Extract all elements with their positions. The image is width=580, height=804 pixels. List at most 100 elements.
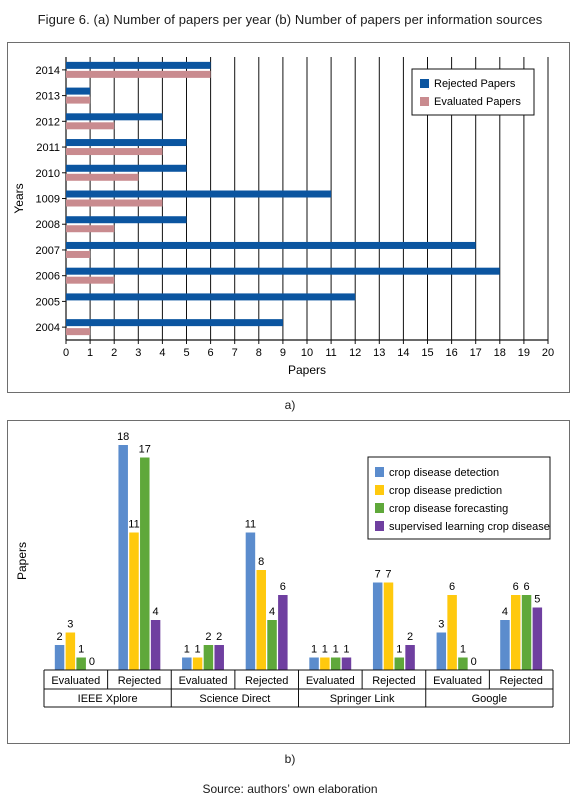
bar-evaluated [66,122,115,130]
data-label: 1 [78,644,84,656]
group-label: Springer Link [330,693,395,705]
x-tick-label: 2 [111,347,117,359]
legend-swatch-evaluated [420,97,429,106]
data-label: 1 [311,644,317,656]
bar-prediction [256,570,266,670]
bar-evaluated [66,276,115,284]
bar-evaluated [66,148,163,156]
x-tick-label: 5 [183,347,189,359]
subgroup-label: Rejected [245,675,288,687]
chart-a-svg: 0 1 2 3 4 5 6 7 8 9 10 11 12 13 14 15 16 17 18 19 2020142013… [12,57,554,377]
bar-supervised [341,657,352,670]
bar-supervised [214,645,224,670]
bar-detection [118,445,128,670]
bar-rejected [66,293,356,301]
legend-swatch-forecasting [375,503,384,513]
x-axis-label: Papers [288,363,326,377]
bar-forecasting [203,645,214,670]
bar-rejected [66,319,283,327]
bar-prediction [447,595,457,670]
x-tick-label: 8 [256,347,262,359]
legend-box [411,68,535,116]
bar-prediction [192,657,203,670]
y-tick-label: 2008 [36,219,60,231]
chart-a-panel: 0 1 2 3 4 5 6 7 8 9 10 11 12 13 14 15 16 17 18 19 20 2014 2013… [7,42,570,393]
data-label: 6 [513,581,519,593]
subgroup-label: Rejected [499,675,542,687]
y-axis-label: Years [12,183,26,213]
bar-rejected [66,241,476,249]
x-tick-label: 19 [518,347,530,359]
data-label: 1 [343,644,349,656]
data-label: 18 [117,431,129,443]
bar-rejected [66,190,332,198]
subgroup-label: Evaluated [179,675,228,687]
bar-forecasting [521,595,532,670]
bar-evaluated [66,250,91,258]
bar-detection [182,657,192,670]
data-label: 17 [139,444,151,456]
legend-label-supervised: supervised learning crop disease [389,521,550,533]
group-label: Google [472,693,507,705]
x-tick-label: 13 [373,347,385,359]
bar-prediction [510,595,521,670]
bar-evaluated [66,70,211,78]
x-tick-label: 18 [494,347,506,359]
subgroup-label: Rejected [372,675,415,687]
data-label: 5 [534,594,540,606]
x-tick-label: 11 [325,347,336,359]
legend-label-detection: crop disease detection [389,467,499,479]
bar-evaluated [66,328,91,336]
legend-label-prediction: crop disease prediction [389,485,502,497]
bar-forecasting [394,657,405,670]
bar-supervised [532,607,543,670]
bar-detection [54,645,65,670]
bar-forecasting [140,457,150,670]
caption-a: a) [284,398,296,412]
y-tick-label: 2004 [36,322,60,334]
bar-detection [309,657,319,670]
data-label: 1 [195,644,201,656]
subgroup-label: Evaluated [51,675,100,687]
y-tick-label: 2010 [36,168,60,180]
subgroup-label: Evaluated [306,675,355,687]
bar-rejected [66,113,163,121]
bar-evaluated [66,225,115,233]
bar-detection [245,532,256,670]
legend-swatch-rejected [420,79,429,88]
x-tick-label: 0 [63,347,69,359]
bar-detection [372,582,383,670]
legend-label-forecasting: crop disease forecasting [389,503,508,515]
data-label: 4 [153,606,159,618]
figure-title: Figure 6. (a) Number of papers per year … [37,12,543,27]
x-tick-label: 16 [445,347,457,359]
bar-rejected [66,216,187,224]
x-tick-label: 15 [421,347,433,359]
legend-label-rejected: Rejected Papers [434,78,516,90]
y-axis-label: Papers [15,542,29,580]
bar-evaluated [66,173,139,181]
subgroup-label: Rejected [118,675,161,687]
bar-forecasting [76,657,86,670]
bar-detection [436,632,447,670]
data-label: 0 [471,656,477,668]
bar-supervised [405,645,415,670]
data-label: 8 [258,556,264,568]
data-label: 1 [333,644,339,656]
bar-evaluated [66,96,91,104]
subgroup-label: Evaluated [433,675,482,687]
x-tick-label: 12 [349,347,361,359]
bar-supervised [150,620,161,670]
data-label: 7 [375,569,381,581]
data-label: 7 [385,569,391,581]
source-note: Source: authors’ own elaboration [202,782,378,796]
bar-rejected [66,267,500,275]
data-label: 2 [205,631,211,643]
data-label: 3 [438,619,444,631]
data-label: 4 [269,606,275,618]
bar-prediction [320,657,330,670]
bar-forecasting [458,657,468,670]
bar-prediction [383,582,394,670]
data-label: 11 [245,519,256,531]
